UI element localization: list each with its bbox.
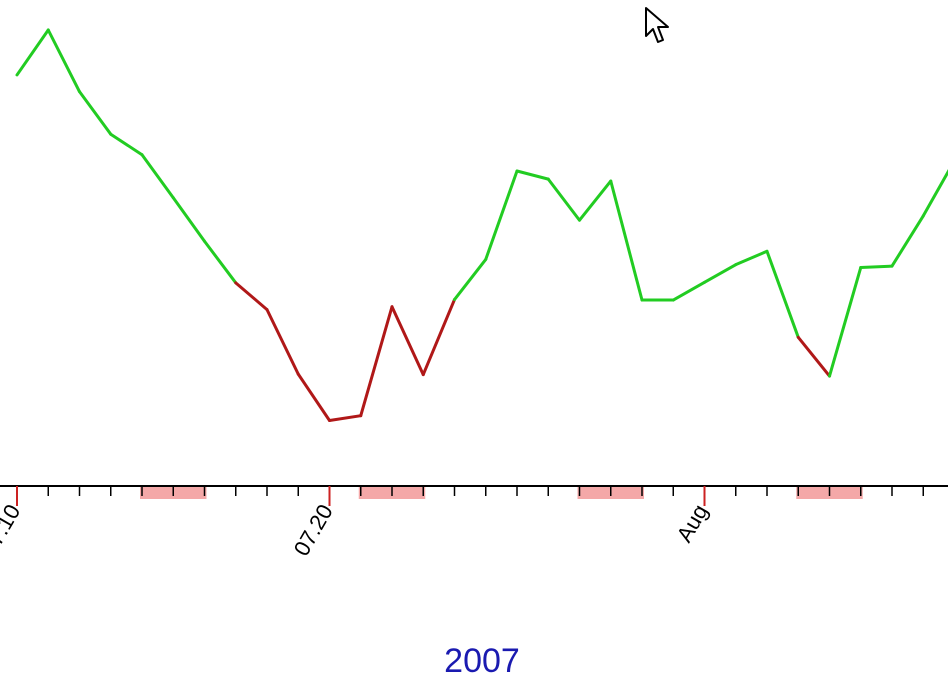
mouse-pointer-icon [645,7,669,43]
series-segment-18 [546,177,581,222]
shaded-bands [140,487,863,499]
series-segment-13 [390,305,425,377]
series-segment-23 [703,263,738,284]
x-axis-title: 2007 [444,642,520,680]
series-segment-3 [78,90,113,136]
series-segment-1 [15,28,50,77]
series-segment-28 [859,264,894,270]
series-segment-5 [140,153,175,200]
series-segment-16 [484,169,519,261]
price-series [15,28,948,422]
series-segment-14 [421,298,456,377]
series-segment-30 [921,168,948,218]
series-segment-24 [734,249,769,267]
series-segment-7 [203,239,238,285]
series-segment-26 [796,335,831,378]
series-segment-6 [171,196,206,243]
x-tick-label: 07.10 [0,500,25,560]
series-segment-25 [765,249,800,339]
x-tick-label: 07.20 [289,500,338,560]
series-segment-27 [828,266,863,378]
series-segment-29 [890,214,925,268]
series-segment-17 [515,169,550,181]
series-segment-11 [328,414,363,422]
series-segment-4 [109,132,144,157]
series-segment-9 [265,308,300,376]
series-segment-15 [453,257,488,302]
series-segment-8 [234,281,269,312]
x-tick-label: Aug [672,500,713,546]
x-axis [0,485,948,506]
series-segment-19 [578,179,613,222]
x-tick-labels: 07.10 07.20 Aug [0,500,713,560]
series-segment-12 [359,305,394,418]
series-segment-2 [46,28,81,94]
series-segment-20 [609,179,644,302]
series-segment-22 [671,280,706,302]
series-segment-10 [296,372,331,422]
